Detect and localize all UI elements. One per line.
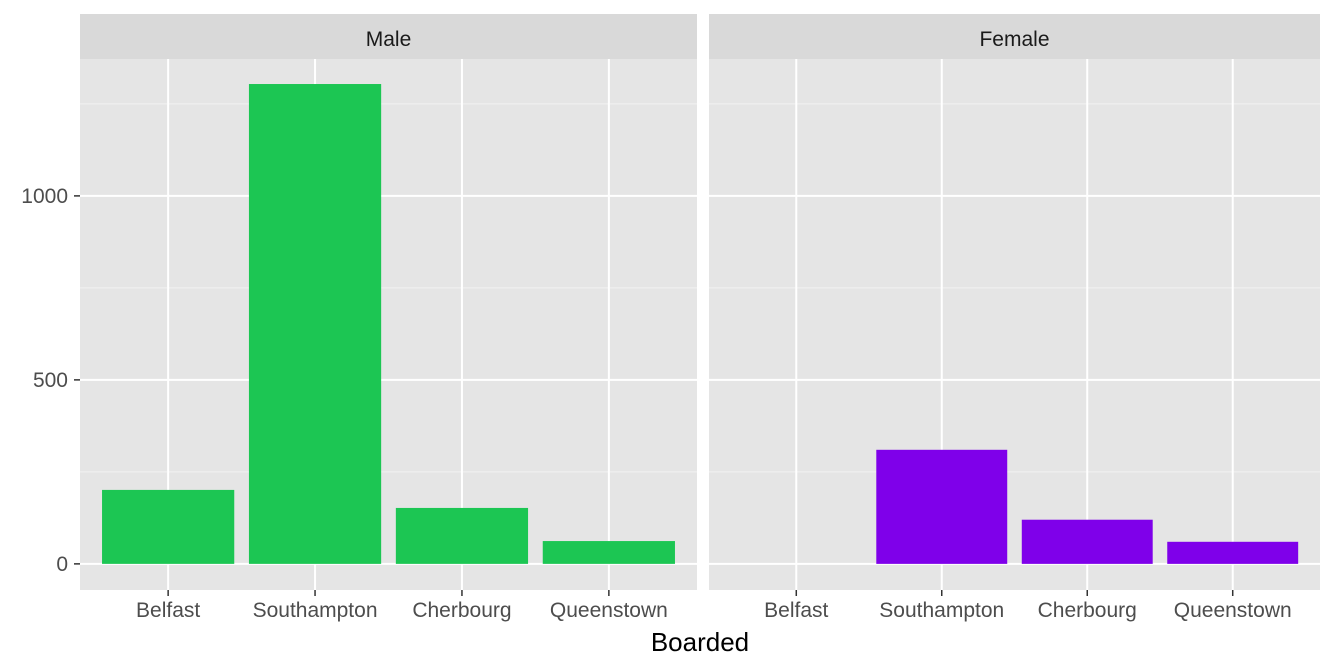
facet-label: Female xyxy=(979,28,1049,51)
x-tick-label: Queenstown xyxy=(1174,599,1292,622)
x-tick-label: Belfast xyxy=(764,599,828,622)
y-tick-label: 500 xyxy=(33,369,68,392)
panel-background xyxy=(709,59,1320,590)
facet-strip xyxy=(80,14,697,59)
facet-label: Male xyxy=(366,28,412,51)
x-tick-label: Belfast xyxy=(136,599,200,622)
bar-female-cherbourg xyxy=(1021,519,1153,564)
bar-male-cherbourg xyxy=(395,507,529,564)
x-tick-label: Southampton xyxy=(879,599,1004,622)
y-tick-label: 0 xyxy=(56,553,68,576)
x-tick-label: Cherbourg xyxy=(412,599,511,622)
bar-male-belfast xyxy=(102,489,235,564)
bar-female-queenstown xyxy=(1167,541,1299,564)
bar-male-southampton xyxy=(248,84,382,564)
x-tick-label: Southampton xyxy=(253,599,378,622)
facet-panel-male: Male Belfast Southampton Cherbourg Queenstow… xyxy=(80,14,697,622)
bar-male-queenstown xyxy=(542,541,675,564)
facet-strip xyxy=(709,14,1320,59)
bar-female-southampton xyxy=(876,449,1008,564)
x-axis-title: Boarded xyxy=(651,627,749,657)
x-tick-label: Cherbourg xyxy=(1038,599,1137,622)
y-tick-label: 1000 xyxy=(21,185,68,208)
facet-panel-female: Female Belfast Southampton Cherbourg Queenst… xyxy=(709,14,1320,622)
x-tick-label: Queenstown xyxy=(550,599,668,622)
